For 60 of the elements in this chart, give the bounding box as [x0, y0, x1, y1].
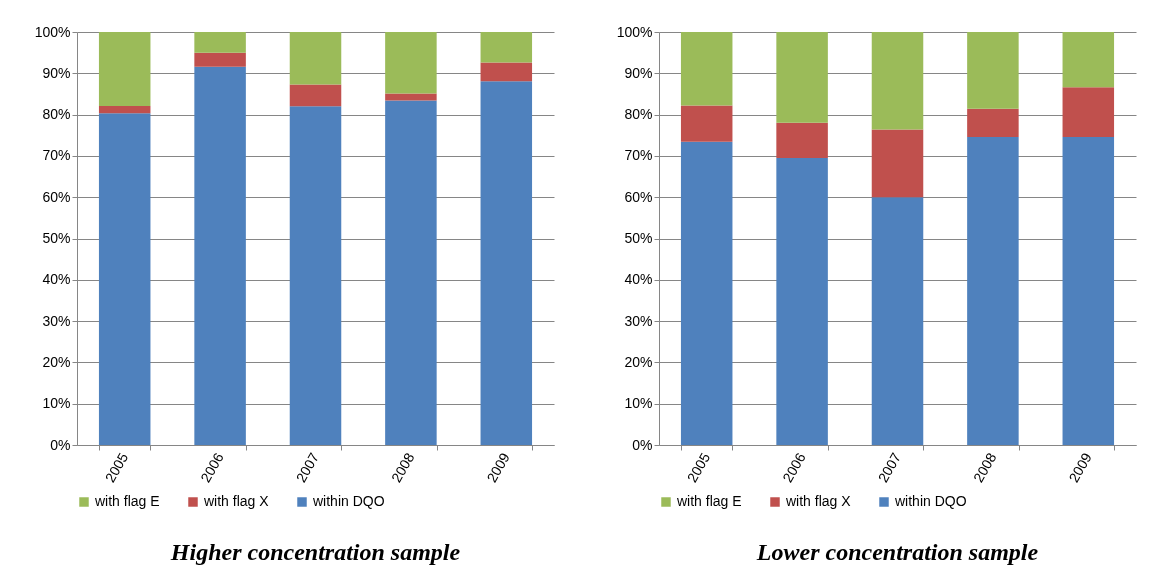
y-tick-label: 100% — [616, 23, 653, 40]
bar — [871, 197, 924, 445]
y-tick-label: 80% — [42, 106, 71, 123]
y-tick-label: 10% — [624, 395, 653, 412]
y-tick-label: 50% — [624, 230, 653, 246]
y-tick-label: 20% — [42, 353, 71, 370]
bar — [480, 81, 533, 445]
y-tick-label: 90% — [624, 64, 653, 81]
bar — [776, 32, 828, 123]
bar — [289, 106, 342, 445]
y-tick-label: 20% — [624, 353, 653, 370]
y-tick-label: 10% — [42, 395, 71, 412]
y-tick-label: 60% — [624, 188, 653, 205]
bar — [1062, 32, 1115, 88]
bar — [194, 66, 246, 445]
bar — [871, 32, 924, 130]
bar — [680, 32, 733, 106]
bar — [967, 108, 1019, 137]
y-tick-label: 80% — [624, 106, 653, 123]
bar — [98, 113, 151, 445]
y-tick-label: 0% — [50, 436, 71, 453]
y-tick-label: 30% — [42, 312, 71, 329]
bar — [967, 136, 1019, 445]
y-tick-label: 60% — [42, 188, 71, 205]
legend-label: with flag E — [676, 493, 742, 509]
bar — [871, 129, 924, 198]
bar — [194, 52, 246, 67]
bar — [385, 100, 437, 445]
y-tick-label: 50% — [42, 230, 71, 246]
bar — [289, 84, 342, 107]
y-tick-label: 0% — [632, 436, 653, 453]
bar — [680, 141, 733, 445]
bar — [1062, 87, 1115, 137]
text: Lower concentration sample — [755, 539, 1039, 565]
y-tick-label: 100% — [34, 23, 71, 40]
bar — [680, 105, 733, 142]
y-tick-label: 40% — [42, 271, 71, 288]
y-tick-label: 70% — [624, 147, 653, 164]
bar — [194, 32, 246, 53]
legend-label: with flag X — [785, 493, 852, 509]
bar — [776, 122, 828, 158]
bar — [98, 105, 151, 114]
legend-label: within DQO — [894, 493, 967, 509]
bar — [480, 62, 533, 82]
bar — [385, 32, 437, 94]
bar — [967, 32, 1019, 109]
text: Higher concentration sample — [169, 539, 461, 565]
y-tick-label: 70% — [42, 147, 71, 164]
y-tick-label: 40% — [624, 271, 653, 288]
legend-label: with flag E — [94, 493, 160, 509]
bar — [289, 32, 342, 85]
bar — [776, 157, 828, 445]
bar — [385, 93, 437, 101]
bar — [1062, 136, 1115, 445]
legend-label: with flag X — [203, 493, 270, 509]
bar — [480, 32, 533, 63]
legend-label: within DQO — [312, 493, 385, 509]
y-tick-label: 30% — [624, 312, 653, 329]
bar — [98, 32, 151, 106]
y-tick-label: 90% — [42, 64, 71, 81]
